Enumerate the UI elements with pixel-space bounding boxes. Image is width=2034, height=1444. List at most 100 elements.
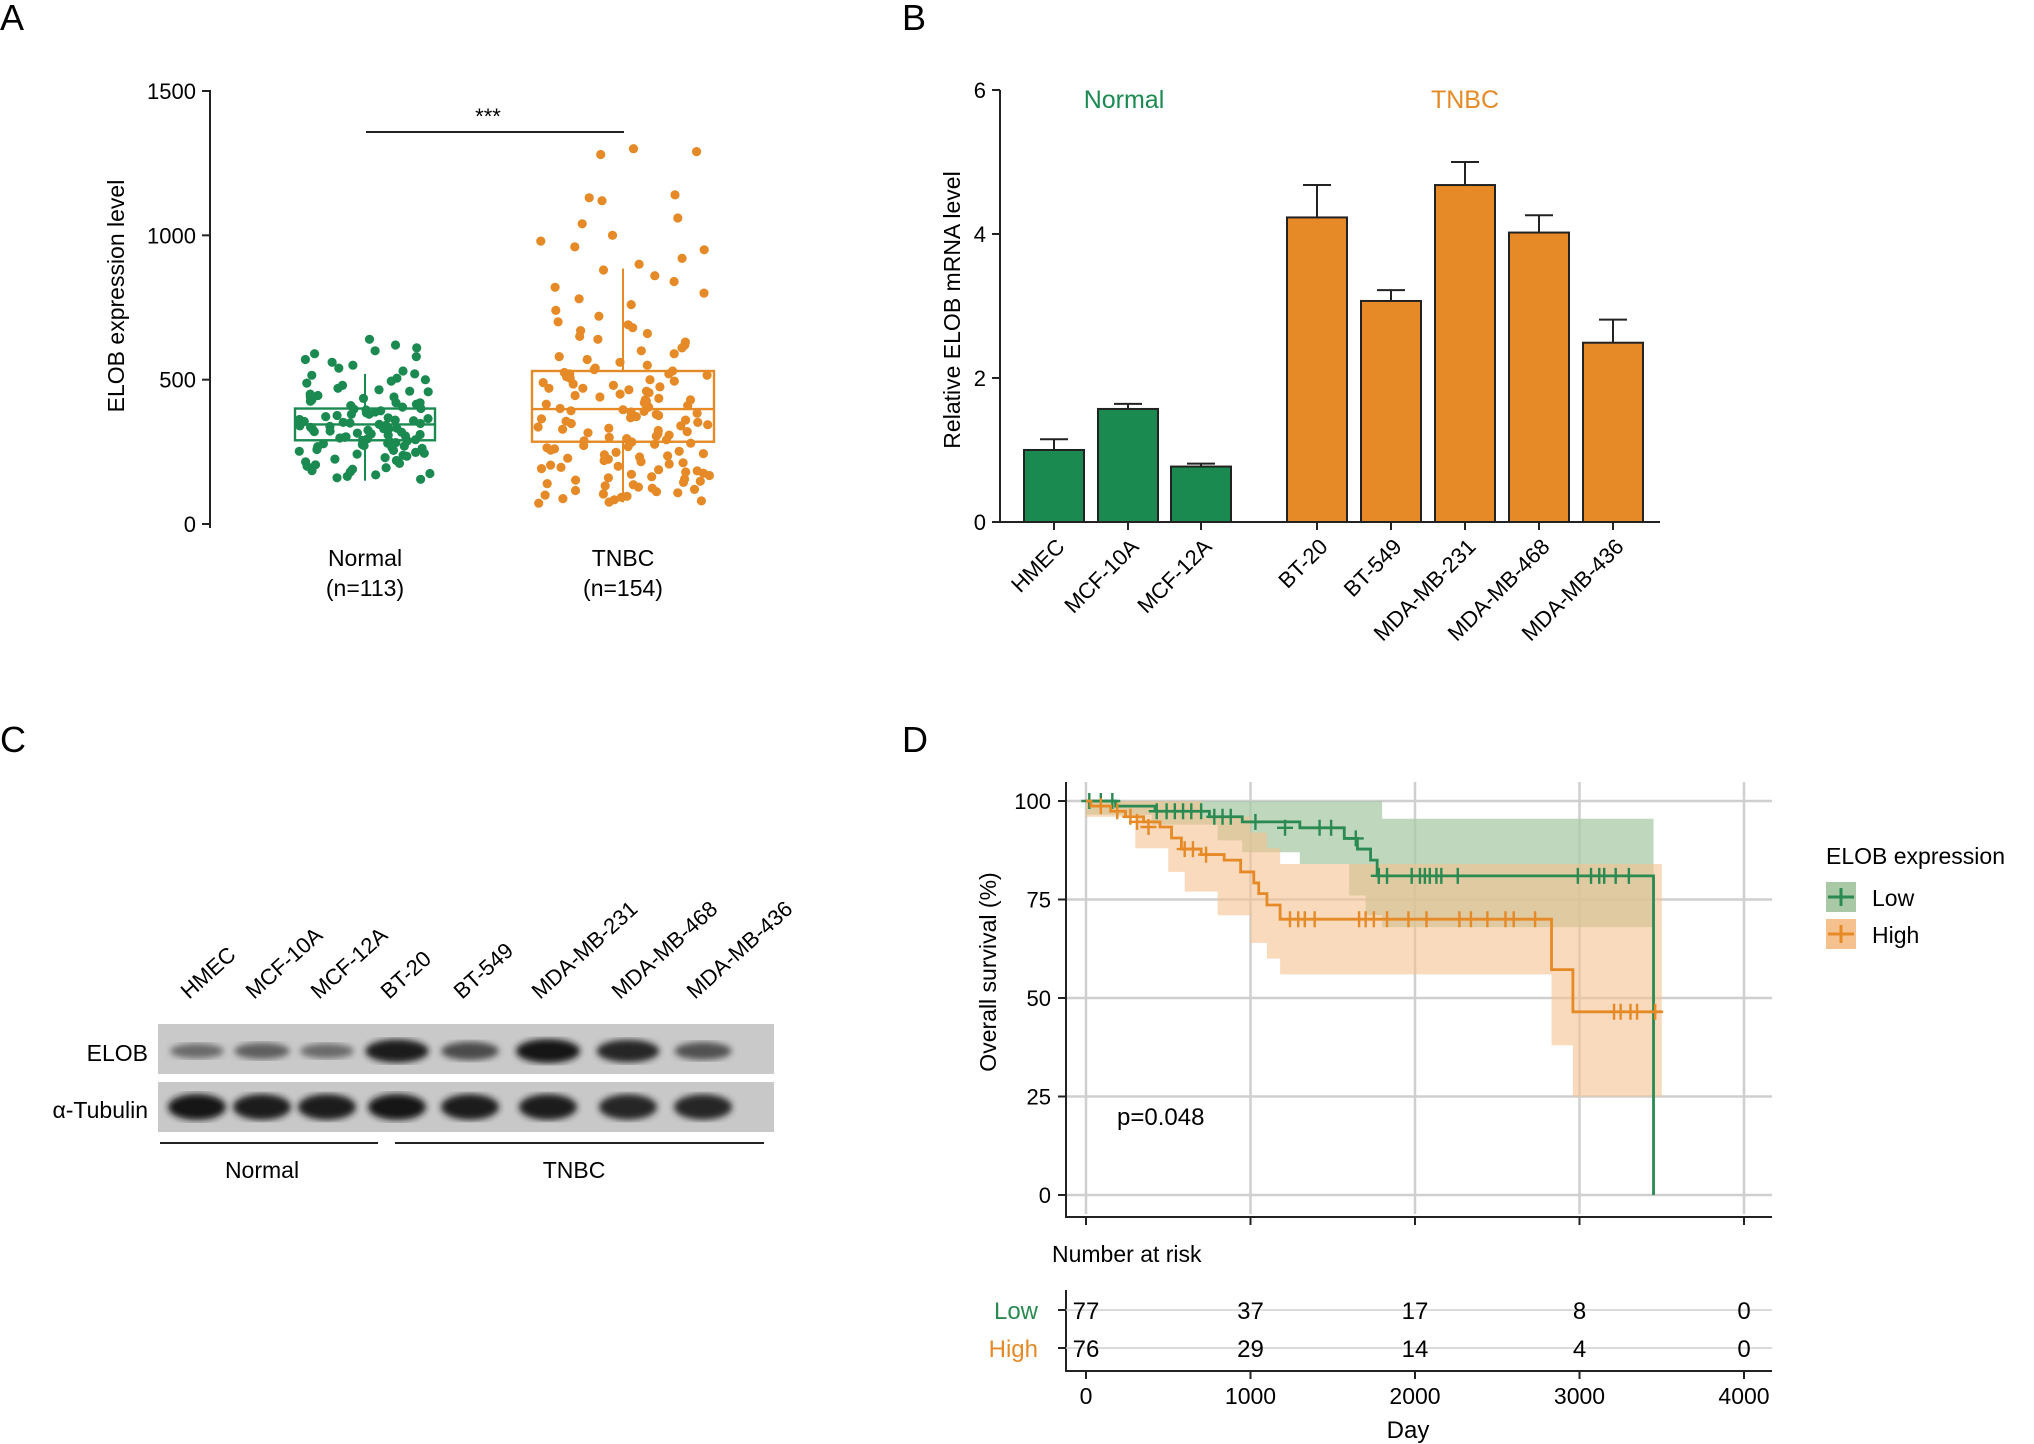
panel-d: D Overall survival (%) 0 25 50 75 100 p=0.04…: [902, 719, 2005, 1444]
point-tnbc-122: [681, 467, 691, 477]
risk-row-label-high: High: [989, 1336, 1038, 1363]
point-tnbc-36: [582, 354, 592, 365]
point-tnbc-27: [642, 328, 653, 339]
bar-7: [1582, 341, 1644, 523]
point-normal-86: [352, 449, 362, 459]
y-tick-label-a-2: 1000: [147, 223, 196, 248]
point-tnbc-58: [570, 390, 580, 401]
point-normal-9: [334, 363, 344, 373]
point-tnbc-132: [542, 479, 552, 489]
group-label-tnbc: TNBC: [1431, 86, 1499, 114]
point-tnbc-139: [651, 487, 662, 497]
point-tnbc-79: [693, 417, 703, 427]
point-normal-1: [370, 346, 380, 356]
risk-value-high-4: 0: [1737, 1336, 1750, 1363]
point-tnbc-73: [654, 410, 664, 421]
point-normal-100: [425, 468, 435, 479]
point-tnbc-52: [655, 382, 665, 392]
point-tnbc-131: [678, 477, 689, 487]
point-normal-57: [309, 427, 319, 437]
legend-item-low: Low: [1826, 882, 1915, 912]
point-normal-19: [423, 387, 433, 397]
censor-high-6: [1184, 841, 1201, 858]
risk-value-low-0: 77: [1073, 1298, 1100, 1325]
point-tnbc-11: [699, 245, 709, 255]
point-tnbc-48: [669, 376, 679, 386]
km-y-tick-label-3: 75: [1027, 888, 1051, 913]
y-tick-label-a-0: 0: [184, 512, 196, 537]
point-normal-38: [321, 412, 331, 422]
point-tnbc-141: [598, 489, 609, 499]
risk-value-low-2: 17: [1402, 1298, 1429, 1325]
point-tnbc-0: [628, 144, 639, 154]
point-normal-103: [332, 473, 342, 483]
point-normal-104: [416, 474, 426, 484]
bar-3: [1286, 216, 1348, 523]
point-normal-8: [348, 360, 358, 370]
point-tnbc-142: [540, 490, 550, 500]
point-tnbc-151: [578, 383, 588, 393]
censor-low-12: [1247, 813, 1264, 830]
point-tnbc-99: [579, 440, 589, 451]
point-tnbc-127: [603, 473, 614, 483]
point-normal-23: [358, 393, 369, 403]
x-category-normal-count: (n=113): [326, 575, 404, 601]
risk-table: Low 77 37 17 8 0 High 76 29 14 4 0 0 1000 2000 3000 4000: [989, 1290, 1772, 1409]
point-tnbc-53: [544, 383, 554, 393]
point-tnbc-49: [538, 378, 548, 388]
x-tick-label-b-2: MCF-12A: [1132, 534, 1216, 618]
y-axis-label-a: ELOB expression level: [103, 180, 129, 413]
p-value: p=0.048: [1117, 1104, 1204, 1131]
point-tnbc-120: [654, 465, 664, 475]
censor-high-16: [1400, 911, 1417, 928]
point-normal-37: [332, 410, 342, 421]
point-tnbc-22: [594, 311, 604, 321]
legend-item-high: High: [1826, 919, 1919, 949]
point-normal-7: [300, 354, 310, 365]
km-y-tick-label-2: 50: [1027, 986, 1051, 1011]
risk-value-high-1: 29: [1237, 1336, 1264, 1363]
point-tnbc-38: [642, 360, 652, 370]
y-axis-label-b: Relative ELOB mRNA level: [939, 171, 965, 448]
point-tnbc-140: [673, 488, 683, 498]
point-normal-101: [371, 470, 381, 480]
point-tnbc-134: [600, 481, 610, 491]
point-tnbc-18: [699, 288, 709, 298]
risk-value-high-2: 14: [1402, 1336, 1429, 1363]
x-tick-label-b-0: HMEC: [1006, 534, 1070, 598]
point-normal-109: [389, 392, 399, 402]
band-tubulin-5: [519, 1094, 577, 1120]
point-normal-96: [381, 463, 391, 473]
group-label-normal: Normal: [1084, 86, 1165, 114]
y-ticks-b: 0 2 4 6: [974, 78, 1000, 535]
point-tnbc-105: [611, 447, 621, 457]
point-tnbc-50: [568, 379, 578, 389]
risk-x-tick-label-4: 4000: [1718, 1383, 1769, 1409]
point-normal-77: [399, 441, 409, 451]
point-normal-6: [327, 357, 337, 367]
band-elob-0: [170, 1043, 224, 1059]
band-tubulin-6: [599, 1094, 657, 1120]
censor-high-7: [1198, 846, 1215, 863]
band-tubulin-3: [368, 1094, 426, 1120]
panel-a: A ELOB expression level 0 500 1000 1500 ***…: [0, 0, 716, 601]
x-tick-label-b-1: MCF-10A: [1059, 534, 1143, 618]
risk-x-tick-label-2: 2000: [1389, 1383, 1440, 1409]
band-elob-4: [441, 1041, 499, 1061]
lane-label-4: BT-549: [449, 938, 518, 1004]
significance-label: ***: [475, 104, 501, 129]
censor-low-11: [1222, 808, 1239, 825]
point-tnbc-71: [692, 408, 702, 418]
point-normal-83: [294, 446, 304, 456]
point-normal-12: [307, 370, 317, 380]
y-tick-label-b-1: 2: [974, 366, 986, 391]
y-axis-label-d: Overall survival (%): [975, 872, 1001, 1071]
legend-title: ELOB expression: [1826, 843, 2005, 869]
point-normal-81: [312, 444, 322, 455]
risk-row-label-low: Low: [994, 1298, 1039, 1325]
point-normal-45: [345, 418, 355, 428]
point-tnbc-6: [673, 213, 683, 223]
point-tnbc-145: [558, 494, 568, 504]
